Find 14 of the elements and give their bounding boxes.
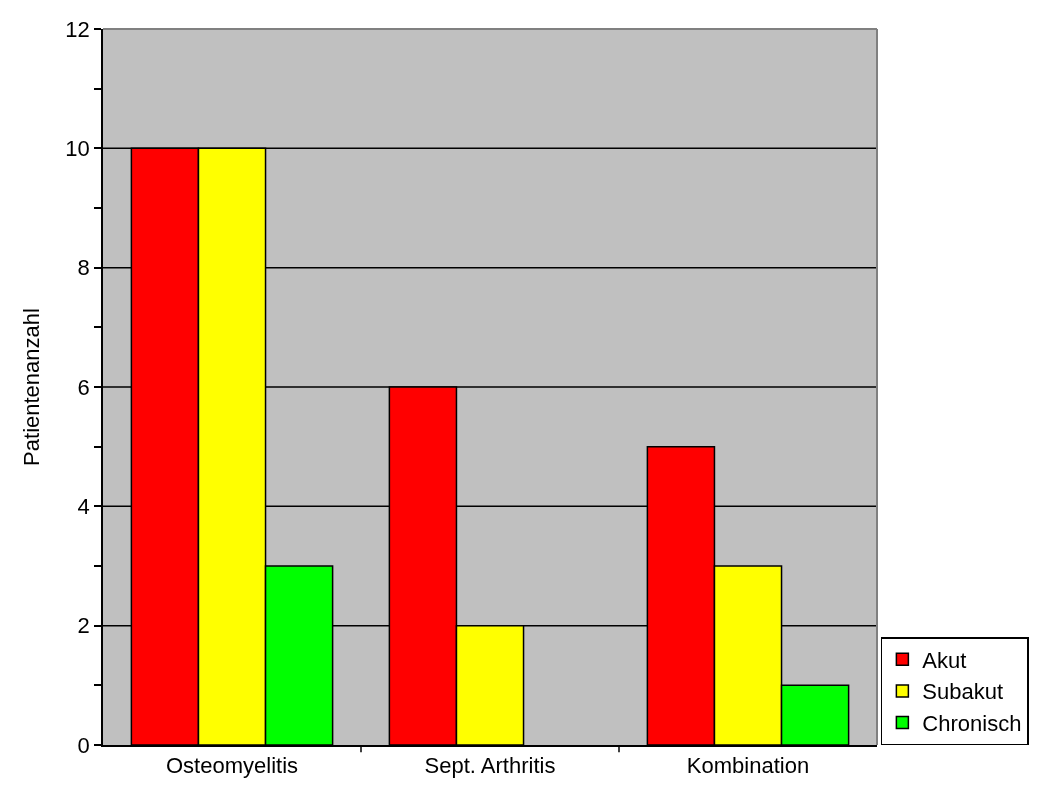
x-tick-label: Osteomyelitis xyxy=(165,753,299,779)
x-tick-label: Sept. Arthritis xyxy=(424,753,556,779)
y-tick-label: 2 xyxy=(77,613,90,639)
legend-label: Chronisch xyxy=(922,711,1022,737)
y-tick-label: 6 xyxy=(77,374,90,400)
legend-label: Akut xyxy=(922,647,967,673)
y-tick-label: 0 xyxy=(77,732,90,758)
y-tick-label: 8 xyxy=(77,255,90,281)
x-tick-label: Kombination xyxy=(686,753,810,779)
y-axis-title: Patientenanzahl xyxy=(18,308,44,466)
y-tick-label: 10 xyxy=(65,136,90,162)
y-tick-label: 12 xyxy=(65,16,90,42)
legend-label: Subakut xyxy=(922,679,1004,705)
y-tick-label: 4 xyxy=(77,494,90,520)
